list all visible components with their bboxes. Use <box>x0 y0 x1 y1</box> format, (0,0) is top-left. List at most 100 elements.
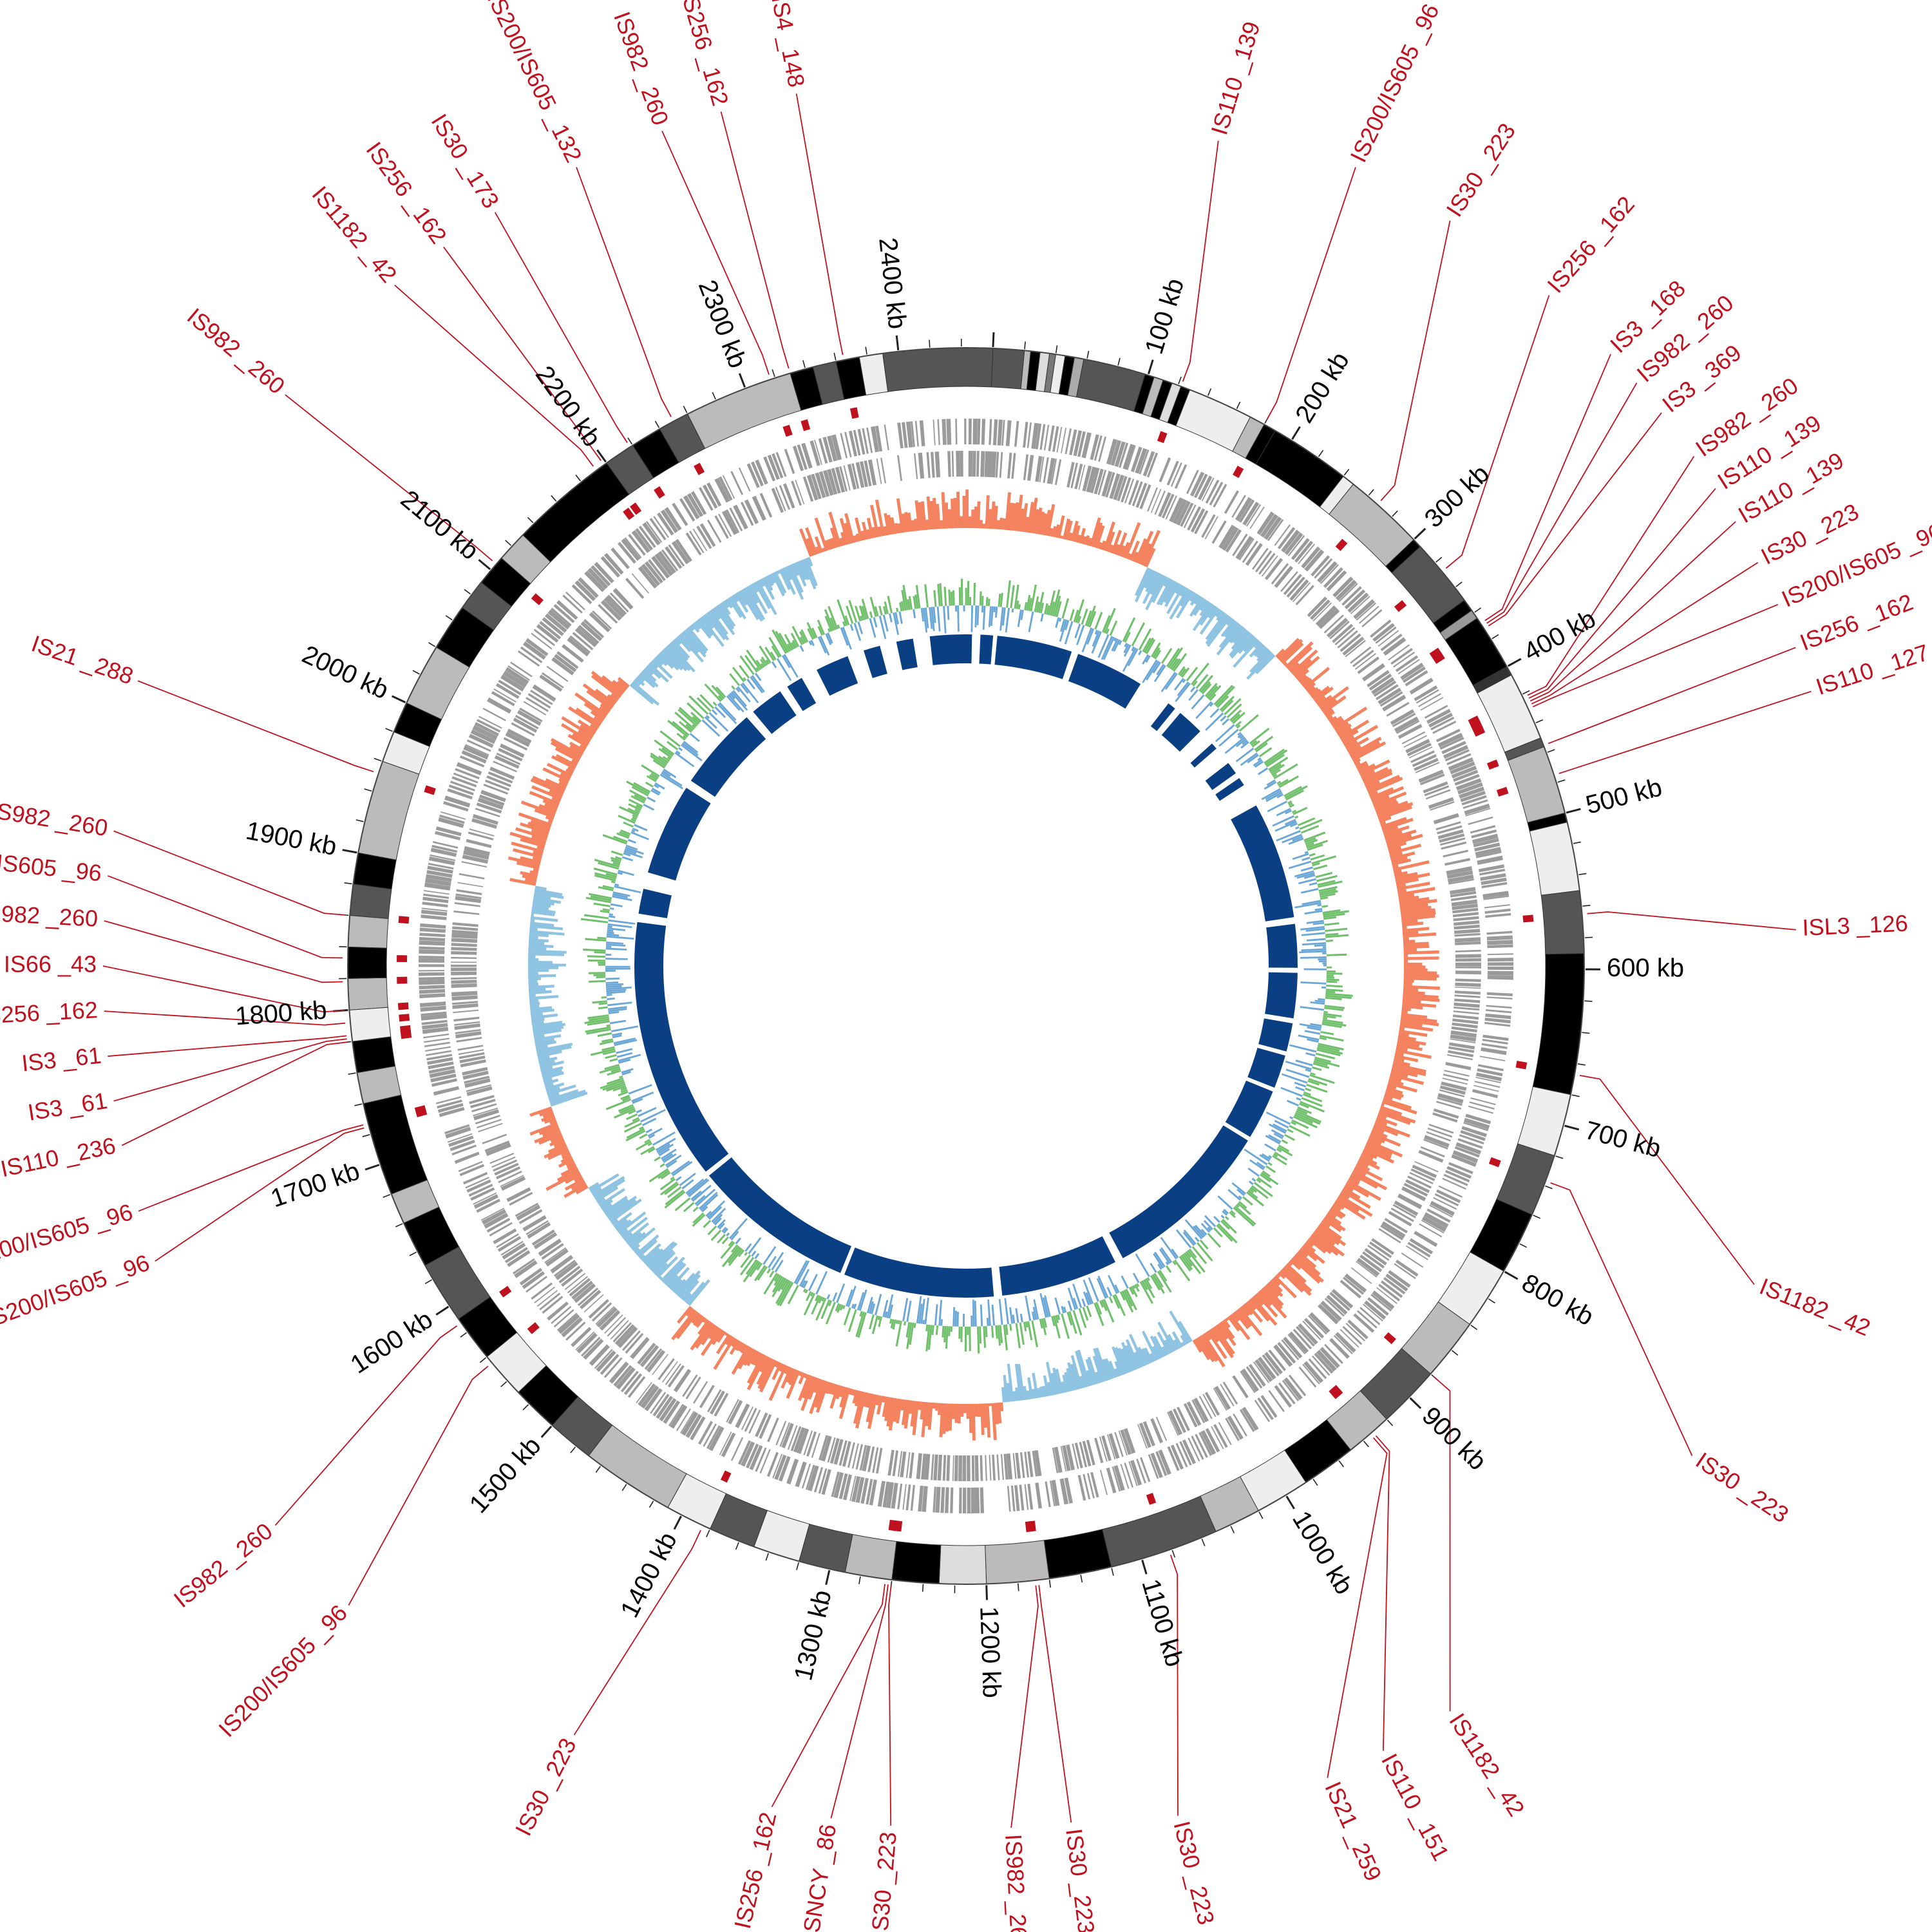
gene-rev <box>1172 498 1188 524</box>
gc-content-bar <box>1172 1260 1177 1265</box>
gc-content-bar <box>612 1032 623 1037</box>
gc-skew-bar <box>1274 1275 1297 1299</box>
gc-content-bar <box>784 634 794 650</box>
gene-rev <box>454 902 480 907</box>
gene-rev <box>545 1248 569 1267</box>
tick-label: 400 kb <box>1519 605 1600 667</box>
gc-content-bar <box>1220 1220 1230 1230</box>
gc-content-bar <box>717 703 737 724</box>
gene-rev <box>1350 1267 1372 1284</box>
gc-skew-bar <box>1129 1334 1146 1367</box>
gc-content-bar <box>1305 842 1314 848</box>
gc-skew-bar <box>1161 1346 1168 1356</box>
gene-rev <box>839 466 848 492</box>
gc-skew-bar <box>531 1013 558 1020</box>
gc-content-bar <box>728 1218 748 1240</box>
gene-rev <box>518 1209 543 1224</box>
gc-skew-bar <box>646 665 661 679</box>
gc-content-bar <box>1078 1308 1087 1329</box>
gc-content-bar <box>869 618 876 638</box>
gene-fwd <box>520 646 543 663</box>
tick-mark <box>1566 808 1581 814</box>
tick-mark <box>1470 1324 1478 1331</box>
tick-mark <box>1178 376 1182 384</box>
gc-skew-bar <box>689 625 695 631</box>
gene-rev <box>1027 1451 1034 1477</box>
gene-fwd <box>755 459 768 485</box>
gc-content-bar <box>1085 1292 1092 1305</box>
gc-skew-bar <box>1399 1021 1423 1027</box>
gc-skew-bar <box>529 930 565 936</box>
gene-fwd <box>1278 1382 1296 1405</box>
gc-skew-bar <box>1372 795 1390 805</box>
gene-rev <box>1331 1289 1354 1309</box>
gc-content-bar <box>654 1156 661 1162</box>
gc-skew-bar <box>750 1350 760 1365</box>
gene-fwd <box>437 1103 464 1113</box>
tick-mark <box>1582 1032 1590 1034</box>
gc-content-bar <box>1322 909 1341 914</box>
gene-rev <box>1378 687 1402 705</box>
tick-mark <box>1573 841 1581 844</box>
gene-fwd <box>447 1133 473 1143</box>
gene-fwd <box>1061 428 1067 453</box>
gene-rev <box>1173 1408 1186 1434</box>
gene-rev <box>456 1037 482 1043</box>
gc-skew-bar <box>529 935 538 940</box>
gene-rev <box>803 1430 813 1455</box>
gene-rev <box>583 619 605 639</box>
gc-content-bar <box>667 1186 682 1198</box>
gene-rev <box>471 818 497 829</box>
gc-content-bar <box>701 719 721 737</box>
gc-skew-bar <box>1371 1129 1388 1139</box>
gc-skew-bar <box>649 1242 677 1271</box>
gene-fwd <box>574 580 596 601</box>
gene-rev <box>651 555 670 579</box>
gc-content-bar <box>1077 616 1082 624</box>
gene-rev <box>554 1260 576 1277</box>
gene-rev <box>1454 937 1481 943</box>
gc-skew-bar <box>737 1342 745 1352</box>
gene-fwd <box>438 817 464 828</box>
gc-skew-bar <box>1108 1360 1117 1378</box>
gc-skew-bar <box>683 1293 692 1303</box>
gene-rev <box>493 1159 518 1172</box>
gc-content-bar <box>1195 701 1213 719</box>
gc-content-bar <box>1072 1283 1083 1309</box>
gc-content-bar <box>1287 800 1293 804</box>
gc-skew-bar <box>1199 1334 1218 1362</box>
gene-rev <box>1352 650 1374 667</box>
gene-rev <box>1376 684 1399 701</box>
gene-rev <box>1097 469 1107 495</box>
is-mark <box>720 1470 732 1483</box>
gene-fwd <box>1245 504 1262 527</box>
gc-content-bar <box>1258 747 1273 757</box>
is-connector <box>1488 412 1662 627</box>
gene-rev <box>1094 1437 1104 1464</box>
gc-content-bar <box>584 1018 610 1025</box>
gc-content-bar <box>1031 1320 1039 1348</box>
gc-content-bar <box>712 1213 723 1224</box>
gc-content-bar <box>735 1237 741 1245</box>
gc-content-bar <box>904 1321 907 1326</box>
tick-mark <box>1547 749 1555 753</box>
gc-skew-bar <box>1014 1363 1023 1401</box>
tick-mark <box>1571 1094 1580 1097</box>
gc-content-bar <box>607 1070 621 1076</box>
gc-content-bar <box>1318 960 1327 963</box>
gc-content-bar <box>744 1243 752 1252</box>
tick-mark <box>1363 1441 1369 1448</box>
gc-skew-bar <box>1305 682 1316 692</box>
gc-skew-bar <box>528 958 539 961</box>
gc-content-bar <box>658 748 672 759</box>
gc-skew-bar <box>530 916 558 922</box>
gc-content-bar <box>607 933 620 937</box>
gc-skew-bar <box>1384 830 1403 839</box>
gene-rev <box>1060 1446 1067 1472</box>
gene-fwd <box>428 1066 455 1074</box>
gc-content-bar <box>732 690 747 707</box>
gene-rev <box>1082 465 1092 492</box>
gene-rev <box>453 910 480 915</box>
gene-fwd <box>493 1228 517 1244</box>
gc-skew-bar <box>1387 833 1423 848</box>
